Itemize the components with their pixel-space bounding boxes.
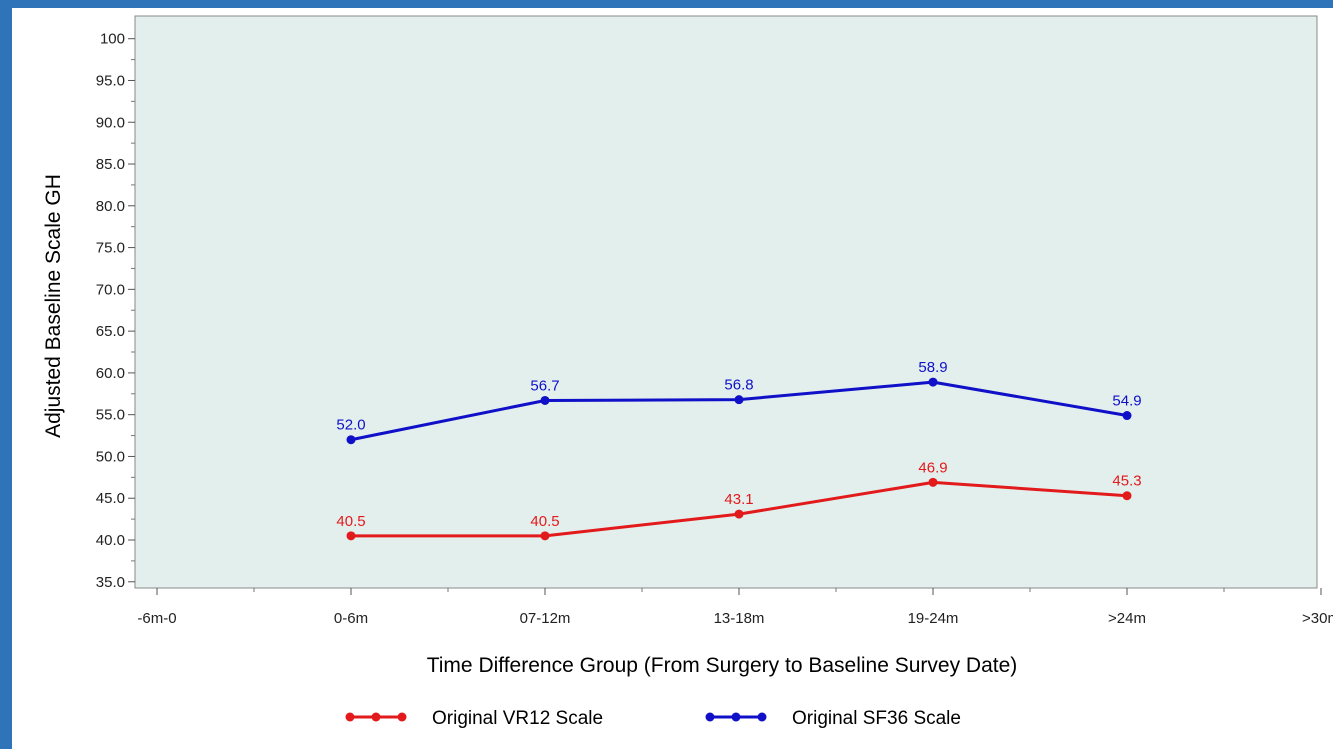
x-tick-label: 13-18m	[714, 610, 765, 627]
chart-frame: 35.0 40.0 45.0 50.0 55.0 60.0 65.0 70.0 75.0 80.0…	[12, 8, 1333, 749]
data-point	[734, 509, 744, 519]
y-tick-label: 90.0	[96, 114, 125, 131]
data-label: 54.9	[1112, 393, 1141, 410]
series-layer: 40.5 40.5 43.1 46.9 45.3 52.0 56.7 56.8 58.9 54.9	[336, 359, 1142, 541]
x-tick-label: 19-24m	[908, 610, 959, 627]
y-tick-label: 35.0	[96, 574, 125, 591]
legend-label: Original VR12 Scale	[432, 708, 603, 729]
y-tick-label: 65.0	[96, 323, 125, 340]
x-tick-label: >30m	[1302, 610, 1333, 627]
data-label: 56.8	[724, 377, 753, 394]
legend-swatch-marker	[731, 712, 741, 722]
legend-label: Original SF36 Scale	[792, 708, 961, 729]
y-tick-label: 80.0	[96, 198, 125, 215]
x-axis-title: Time Difference Group (From Surgery to B…	[427, 654, 1018, 677]
data-label: 40.5	[530, 513, 559, 530]
line-chart: 35.0 40.0 45.0 50.0 55.0 60.0 65.0 70.0 75.0 80.0…	[42, 15, 1333, 729]
data-point	[928, 477, 938, 487]
legend-swatch-marker	[371, 712, 381, 722]
data-label: 58.9	[918, 359, 947, 376]
data-label: 43.1	[724, 491, 753, 508]
data-point	[540, 531, 550, 541]
y-tick-label: 75.0	[96, 240, 125, 257]
data-label: 56.7	[530, 377, 559, 394]
data-label: 52.0	[336, 417, 365, 434]
data-point	[1122, 411, 1132, 421]
x-axis: -6m-0 0-6m 07-12m 13-18m 19-24m >24m >30m	[137, 588, 1333, 627]
legend: Original VR12 Scale Original SF36 Scale	[345, 708, 961, 729]
y-tick-label: 70.0	[96, 281, 125, 298]
data-point	[346, 435, 356, 445]
data-point	[346, 531, 356, 541]
x-tick-label: 0-6m	[334, 610, 368, 627]
x-tick-label: 07-12m	[520, 610, 571, 627]
y-tick-label: 40.0	[96, 532, 125, 549]
y-axis: 35.0 40.0 45.0 50.0 55.0 60.0 65.0 70.0 75.0 80.0…	[96, 31, 135, 591]
y-tick-label: 50.0	[96, 448, 125, 465]
y-tick-label: 45.0	[96, 490, 125, 507]
y-tick-label: 95.0	[96, 72, 125, 89]
legend-swatch-marker	[705, 712, 715, 722]
y-tick-label: 55.0	[96, 407, 125, 424]
legend-swatch-marker	[397, 712, 407, 722]
data-point	[734, 395, 744, 405]
y-axis-title: Adjusted Baseline Scale GH	[42, 174, 65, 438]
plot-area	[134, 15, 1318, 589]
y-tick-label: 85.0	[96, 156, 125, 173]
x-tick-label: -6m-0	[137, 610, 176, 627]
data-label: 46.9	[918, 459, 947, 476]
legend-swatch-marker	[345, 712, 355, 722]
y-tick-label: 100	[100, 31, 125, 48]
data-point	[540, 395, 550, 405]
x-tick-label: >24m	[1108, 610, 1146, 627]
legend-swatch-marker	[757, 712, 767, 722]
data-point	[928, 377, 938, 387]
data-label: 40.5	[336, 513, 365, 530]
y-tick-label: 60.0	[96, 365, 125, 382]
data-label: 45.3	[1112, 473, 1141, 490]
data-point	[1122, 491, 1132, 501]
